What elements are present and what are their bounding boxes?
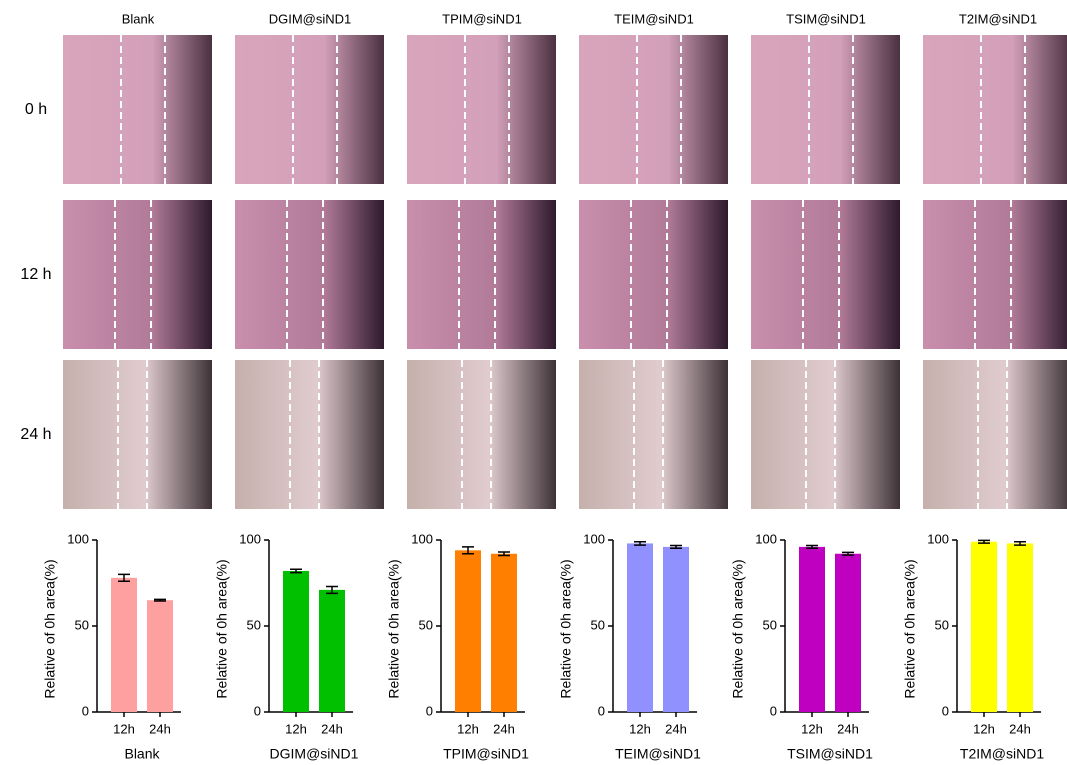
x-tick-label: 12h [801,721,823,736]
y-tick-label: 0 [426,703,433,718]
bar [455,550,481,712]
bar [319,590,345,712]
x-axis-label: TPIM@siND1 [443,746,529,762]
error-bar [1014,542,1026,545]
micrograph [235,200,384,349]
micrograph [579,35,728,184]
error-bar [290,569,302,572]
micrograph [235,35,384,184]
column-label: Blank [122,11,155,26]
y-axis-label: Relative of 0h area(%) [902,559,918,698]
micrograph [579,200,728,349]
micrograph [751,35,900,184]
bar [627,543,653,712]
y-axis-label: Relative of 0h area(%) [42,559,58,698]
x-tick-label: 12h [457,721,479,736]
bar [147,600,173,712]
micrograph [407,360,556,509]
bar [971,542,997,712]
x-axis-label: TSIM@siND1 [787,746,873,762]
y-tick-label: 50 [591,617,605,632]
column-label: T2IM@siND1 [959,11,1037,26]
x-tick-label: 12h [113,721,135,736]
y-tick-label: 100 [927,531,949,546]
x-tick-label: 12h [973,721,995,736]
y-tick-label: 50 [419,617,433,632]
bar [283,571,309,712]
bar [835,554,861,712]
x-tick-label: 24h [493,721,515,736]
micrograph [751,360,900,509]
y-tick-label: 0 [254,703,261,718]
bar [491,554,517,712]
y-tick-label: 50 [763,617,777,632]
micrograph [235,360,384,509]
y-tick-label: 50 [247,617,261,632]
error-bar [634,542,646,545]
x-tick-label: 12h [285,721,307,736]
y-tick-label: 0 [942,703,949,718]
micrograph [407,200,556,349]
y-tick-label: 100 [411,531,433,546]
figure: Blank DGIM@siND1 TPIM@siND1 TEIM@siND1 TSIM@… [0,0,1067,765]
micrograph [63,200,212,349]
micrograph [407,35,556,184]
y-tick-label: 50 [935,617,949,632]
bar [1007,543,1033,712]
x-tick-label: 24h [321,721,343,736]
micrograph [579,360,728,509]
y-tick-label: 0 [598,703,605,718]
y-tick-label: 100 [583,531,605,546]
row-label: 12 h [20,266,51,283]
x-axis-label: T2IM@siND1 [960,746,1044,762]
y-axis-label: Relative of 0h area(%) [214,559,230,698]
x-axis-label: Blank [124,746,160,762]
column-label: TPIM@siND1 [442,11,522,26]
micrograph [923,360,1067,509]
x-tick-label: 24h [1009,721,1031,736]
y-tick-label: 0 [82,703,89,718]
bar [663,547,689,712]
y-axis-label: Relative of 0h area(%) [558,559,574,698]
y-axis-label: Relative of 0h area(%) [730,559,746,698]
x-tick-label: 24h [837,721,859,736]
micrograph [751,200,900,349]
y-tick-label: 50 [75,617,89,632]
micrograph [923,35,1067,184]
micrograph [63,360,212,509]
y-axis-label: Relative of 0h area(%) [386,559,402,698]
row-label: 24 h [20,426,51,443]
y-tick-label: 100 [755,531,777,546]
y-tick-label: 100 [239,531,261,546]
x-axis-label: DGIM@siND1 [270,746,359,762]
micrograph [63,35,212,184]
x-tick-label: 24h [149,721,171,736]
micrograph [923,200,1067,349]
x-tick-label: 24h [665,721,687,736]
column-label: TEIM@siND1 [614,11,694,26]
row-label: 0 h [25,101,47,118]
y-tick-label: 100 [67,531,89,546]
x-tick-label: 12h [629,721,651,736]
column-label: TSIM@siND1 [786,11,866,26]
x-axis-label: TEIM@siND1 [615,746,701,762]
column-label: DGIM@siND1 [269,11,352,26]
bar [111,578,137,712]
y-tick-label: 0 [770,703,777,718]
bar [799,547,825,712]
